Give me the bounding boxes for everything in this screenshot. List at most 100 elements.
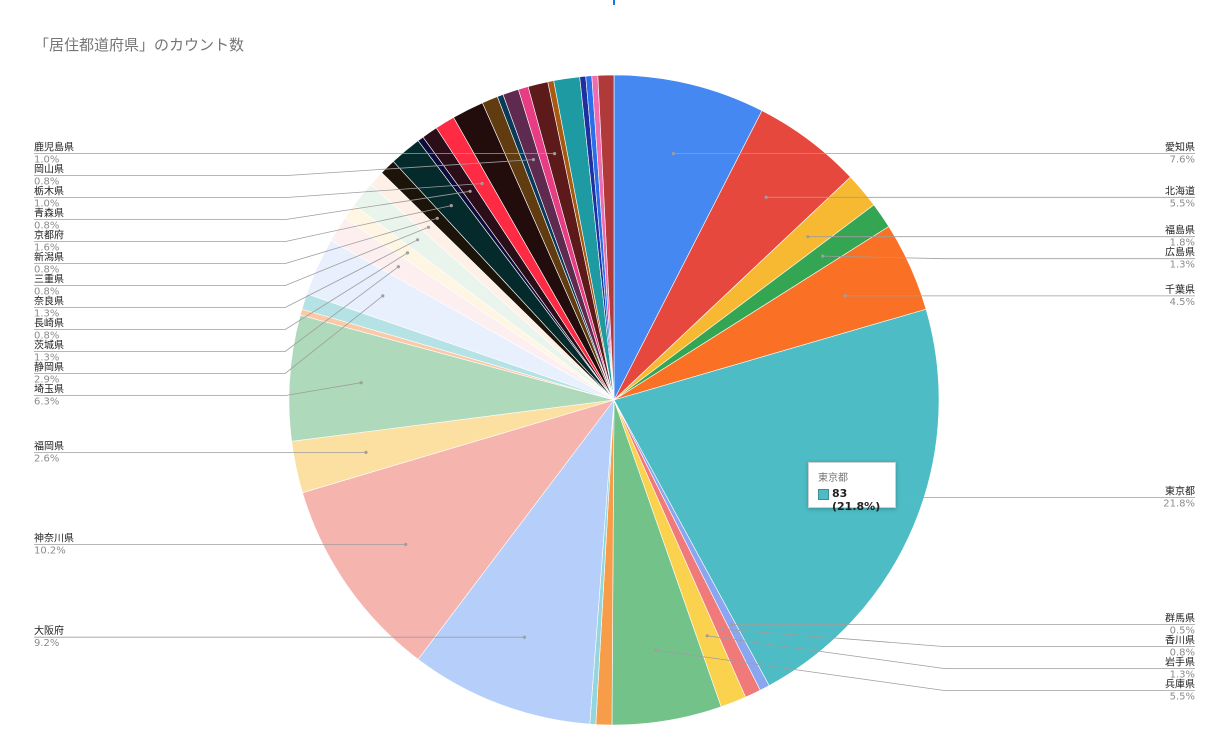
leader-dot: [404, 542, 408, 547]
slice-label-name: 京都府: [34, 229, 64, 242]
leader-dot: [671, 152, 676, 156]
slice-label-name: 兵庫県: [1165, 678, 1195, 691]
slice-label-percent: 0.8%: [34, 287, 59, 298]
leader-line: [707, 635, 1195, 669]
slice-label-name: 三重県: [34, 273, 64, 286]
leader-line: [34, 266, 399, 353]
leader-line: [34, 239, 418, 309]
tooltip-category: 東京都: [818, 473, 848, 484]
slice-label-percent: 0.8%: [34, 265, 59, 276]
slice-label-percent: 4.5%: [1170, 297, 1195, 308]
slice-label-percent: 2.6%: [34, 453, 59, 464]
pie-slice[interactable]: [417, 399, 615, 725]
slice-labels: 愛知県7.6%北海道5.5%福島県1.8%広島県1.3%千葉県4.5%東京都21…: [34, 141, 1195, 703]
slice-label-name: 東京都: [1165, 485, 1195, 498]
top-accent-mark: [613, 0, 615, 5]
slice-label-name: 大阪府: [34, 624, 64, 637]
slice-label-name: 新潟県: [34, 251, 64, 264]
leader-line: [655, 649, 1195, 691]
slice-label-percent: 2.9%: [34, 375, 59, 386]
leader-dot: [531, 158, 536, 162]
slice-label-name: 奈良県: [34, 295, 64, 308]
slice-label-percent: 1.3%: [34, 353, 59, 364]
slice-label-name: 青森県: [34, 207, 64, 220]
leader-dot: [405, 251, 410, 255]
leader-dot: [806, 235, 810, 239]
slice-label-percent: 0.8%: [34, 177, 59, 188]
slice-label-name: 群馬県: [1165, 612, 1195, 625]
tooltip-value: 83 (21.8%): [832, 487, 881, 513]
pie-slices: [288, 74, 940, 726]
slice-label-name: 長崎県: [34, 317, 64, 330]
leader-dot: [764, 195, 768, 199]
leader-dot: [654, 648, 658, 652]
slice-label-name: 神奈川県: [34, 532, 74, 545]
leader-line: [34, 183, 483, 199]
leader-dot: [821, 254, 825, 258]
leader-dot: [843, 294, 847, 298]
slice-label-percent: 21.8%: [1163, 499, 1195, 510]
leader-line: [34, 190, 471, 221]
leader-line: [822, 255, 1195, 260]
slice-label-percent: 7.6%: [1170, 155, 1195, 166]
slice-label-percent: 1.3%: [34, 309, 59, 320]
leader-line: [34, 226, 429, 287]
slice-label-percent: 1.6%: [34, 243, 59, 254]
slice-label-name: 千葉県: [1165, 283, 1195, 296]
slice-label-name: 岩手県: [1165, 656, 1195, 669]
slice-label-name: 広島県: [1165, 246, 1195, 259]
pie-slice[interactable]: [597, 74, 615, 401]
slice-label-name: 栃木県: [34, 185, 64, 198]
slice-label-name: 北海道: [1165, 184, 1195, 197]
slice-label-percent: 1.0%: [34, 199, 59, 210]
slice-label-name: 埼玉県: [34, 383, 64, 396]
slice-label-name: 福島県: [1165, 224, 1195, 237]
slice-label-name: 福岡県: [34, 439, 64, 452]
leader-dot: [468, 189, 472, 193]
leader-dot: [416, 238, 420, 242]
slice-label-percent: 10.2%: [34, 546, 66, 557]
tooltip-swatch: [818, 489, 829, 500]
slice-label-percent: 0.8%: [34, 221, 59, 232]
leader-dot: [449, 204, 453, 208]
pie-slice[interactable]: [302, 399, 615, 660]
leader-dot: [426, 225, 431, 229]
leader-dot: [364, 450, 368, 454]
slice-label-name: 愛知県: [1165, 141, 1195, 154]
pie-slice[interactable]: [613, 308, 940, 686]
leader-line: [34, 252, 408, 331]
leader-dot: [480, 181, 484, 186]
slice-label-name: 鹿児島県: [34, 141, 74, 154]
leader-dot: [522, 635, 527, 639]
slice-label-percent: 9.2%: [34, 638, 59, 649]
leader-dot: [705, 634, 709, 638]
slice-label-name: 茨城県: [34, 339, 64, 352]
slice-label-percent: 5.5%: [1170, 692, 1195, 703]
leader-line: [34, 295, 384, 375]
leader-dot: [720, 627, 725, 631]
slice-label-name: 香川県: [1165, 635, 1195, 647]
leader-line: [34, 159, 534, 177]
leader-line: [34, 382, 362, 397]
slice-label-percent: 1.0%: [34, 155, 59, 166]
slice-label-name: 岡山県: [34, 164, 64, 176]
slice-label-name: 静岡県: [34, 361, 64, 374]
slice-label-percent: 0.8%: [34, 331, 59, 342]
slice-label-percent: 1.8%: [1170, 238, 1195, 249]
leader-line: [722, 628, 1195, 647]
leader-dot: [359, 381, 363, 385]
leader-lines: [34, 152, 1195, 691]
leader-dot: [396, 265, 400, 269]
leader-dot: [435, 216, 439, 220]
slice-label-percent: 1.3%: [1170, 260, 1195, 271]
slice-label-percent: 0.5%: [1170, 626, 1195, 637]
slice-label-percent: 0.8%: [1170, 648, 1195, 659]
slice-label-percent: 6.3%: [34, 397, 59, 408]
leader-line: [34, 205, 452, 243]
chart-title: 「居住都道府県」のカウント数: [34, 36, 245, 54]
pie-slice[interactable]: [288, 314, 615, 442]
pie-slice[interactable]: [613, 74, 763, 401]
tooltip: 東京都 83 (21.8%): [808, 462, 896, 513]
leader-dot: [553, 152, 557, 156]
